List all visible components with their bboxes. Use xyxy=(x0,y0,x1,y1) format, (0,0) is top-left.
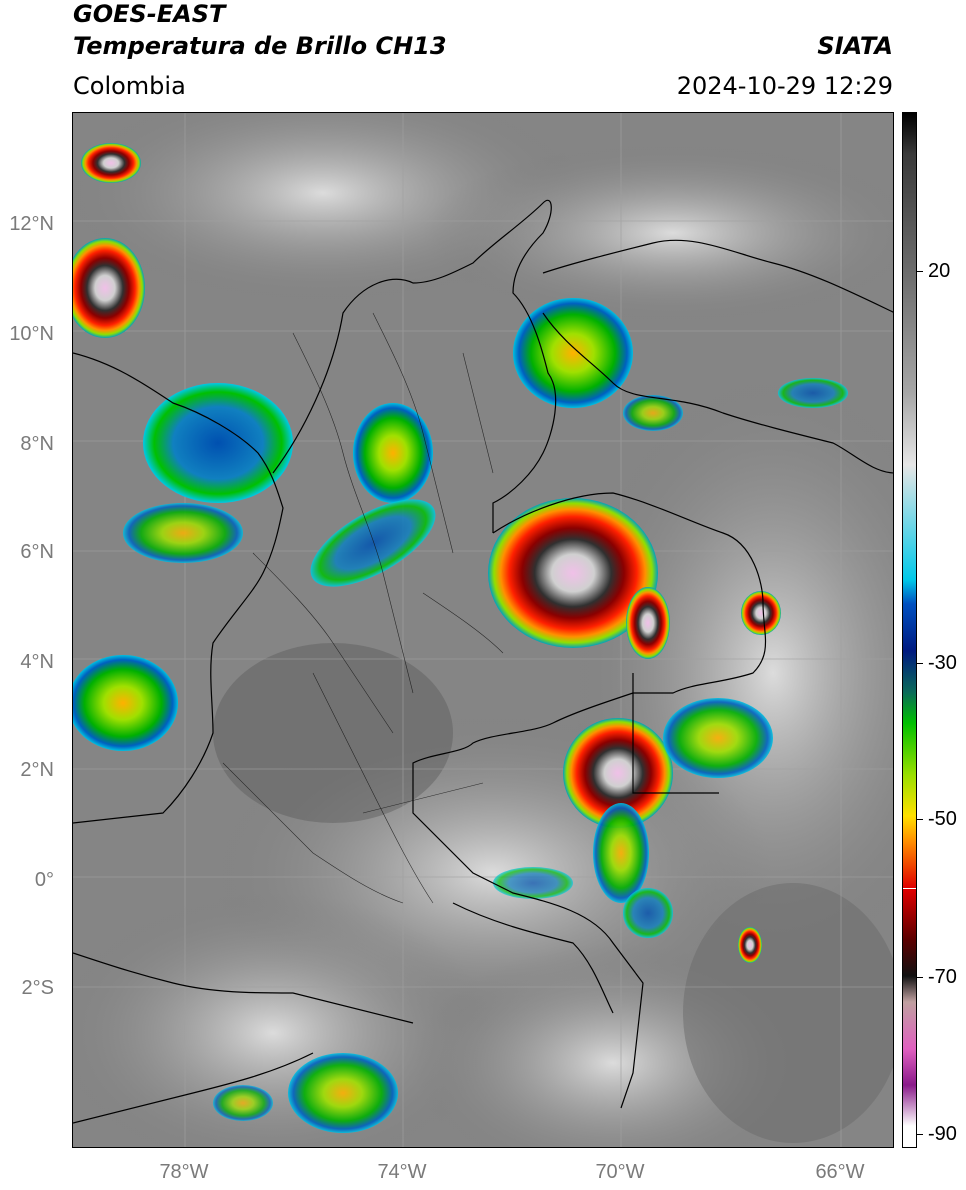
colorbar-label: -50 xyxy=(928,808,957,830)
map-canvas xyxy=(73,113,893,1147)
colorbar-tick xyxy=(917,271,923,272)
colorbar-segment xyxy=(903,841,916,889)
colorbar-tick xyxy=(917,1134,923,1135)
lon-label: 74°W xyxy=(377,1161,427,1183)
colorbar-segment xyxy=(903,580,916,605)
colorbar-segment xyxy=(903,774,916,817)
colorbar-segment xyxy=(903,464,916,581)
region-label: Colombia xyxy=(73,72,186,100)
lat-label: 6°N xyxy=(20,541,54,563)
colorbar-label: -70 xyxy=(928,966,957,988)
lat-label: 8°N xyxy=(20,433,54,455)
product-title: Temperatura de Brillo CH13 xyxy=(73,32,447,60)
colorbar-tick xyxy=(917,977,923,978)
lat-label: 10°N xyxy=(9,323,54,345)
colorbar-segment xyxy=(903,650,916,693)
satellite-title: GOES-EAST xyxy=(73,0,226,28)
colorbar-segment xyxy=(903,1126,916,1147)
lon-label: 70°W xyxy=(595,1161,645,1183)
timestamp-label: 2024-10-29 12:29 xyxy=(676,72,893,100)
colorbar-tick xyxy=(917,663,923,664)
colorbar-segment xyxy=(903,888,916,941)
colorbar-tick xyxy=(917,819,923,820)
borders xyxy=(73,199,893,1124)
colorbar-label: 20 xyxy=(928,260,951,282)
colorbar-segment xyxy=(903,604,916,651)
lat-label: 4°N xyxy=(20,651,54,673)
colorbar-segment xyxy=(903,940,916,977)
colorbar-segment xyxy=(903,816,916,842)
lon-label: 78°W xyxy=(159,1161,209,1183)
colorbar-segment xyxy=(903,154,916,279)
colorbar-segment xyxy=(903,1048,916,1085)
cloud-features xyxy=(73,143,848,1133)
departments xyxy=(222,312,504,904)
lat-label: 2°S xyxy=(21,977,54,999)
colorbar-segment xyxy=(903,692,916,724)
colorbar-segment xyxy=(903,278,916,393)
colorbar-segment xyxy=(903,976,916,1003)
agency-label: SIATA xyxy=(817,32,893,60)
colorbar-segment xyxy=(903,113,916,155)
lat-label: 12°N xyxy=(9,213,54,235)
colorbar-label: -30 xyxy=(928,652,957,674)
lon-label: 66°W xyxy=(815,1161,865,1183)
lat-label: 0° xyxy=(34,869,54,891)
colorbar-segment xyxy=(903,723,916,775)
graticule xyxy=(73,113,893,1147)
colorbar-segment xyxy=(903,1002,916,1049)
colorbar-label: -90 xyxy=(928,1123,957,1145)
colorbar-segment xyxy=(903,392,916,465)
satellite-map xyxy=(72,112,894,1148)
lat-label: 2°N xyxy=(20,759,54,781)
colorbar-segment xyxy=(903,1084,916,1127)
colorbar xyxy=(902,112,917,1148)
